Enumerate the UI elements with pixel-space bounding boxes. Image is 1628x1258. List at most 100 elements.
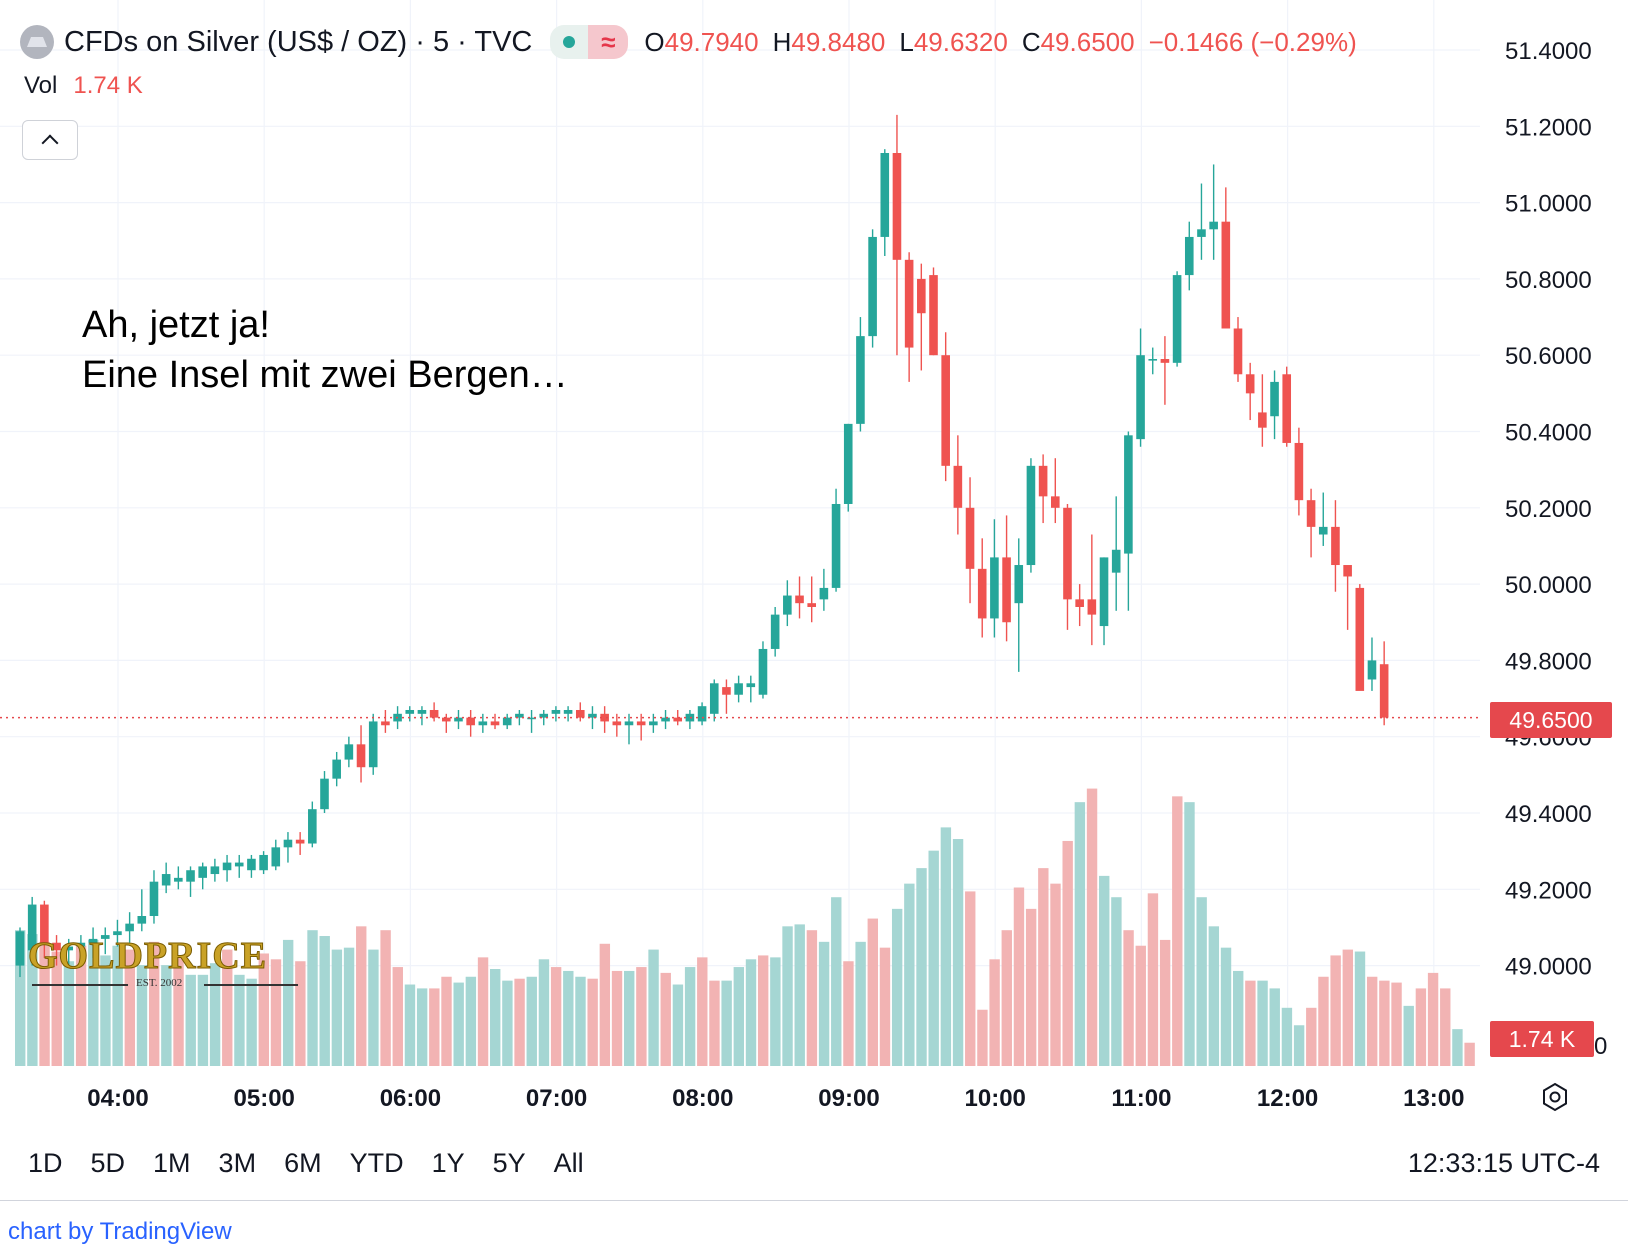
volume-bar — [209, 963, 221, 1066]
volume-bar — [1111, 897, 1122, 1066]
volume-bar — [429, 988, 440, 1066]
volume-bars — [15, 788, 1475, 1066]
candle-body — [76, 942, 86, 947]
candle — [1343, 565, 1352, 630]
tradingview-credit-link[interactable]: chart by TradingView — [8, 1218, 232, 1245]
volume-bar — [1440, 988, 1451, 1066]
candle-body — [612, 721, 622, 726]
volume-bar — [1330, 955, 1341, 1066]
candle-body — [1233, 328, 1243, 375]
candle-body — [1075, 599, 1084, 607]
volume-bar — [1342, 949, 1354, 1066]
candle — [1221, 187, 1231, 329]
candle-body — [539, 713, 549, 718]
candle — [381, 709, 390, 733]
volume-bar — [161, 965, 172, 1066]
volume-bar — [319, 936, 330, 1066]
candle — [977, 538, 987, 638]
volume-bar — [1366, 976, 1378, 1066]
candle — [746, 675, 756, 703]
volume-bar — [185, 974, 196, 1066]
price-tick-label: 50.6000 — [1505, 343, 1592, 370]
candle — [320, 771, 329, 813]
volume-bar — [891, 908, 903, 1066]
volume-bar — [904, 883, 915, 1066]
watermark-rule-right — [204, 984, 298, 986]
range-5d[interactable]: 5D — [90, 1148, 126, 1178]
candle-body — [149, 881, 159, 917]
candle-body — [527, 717, 536, 720]
candle-body — [856, 336, 865, 424]
candle — [1355, 584, 1365, 691]
settings-icon[interactable] — [1540, 1082, 1570, 1112]
candle-body — [929, 275, 938, 356]
candle — [953, 435, 963, 535]
candle — [685, 709, 695, 730]
low-label: L — [899, 26, 914, 57]
range-6m[interactable]: 6M — [284, 1148, 322, 1178]
volume-bar — [818, 941, 830, 1066]
time-tick-label: 10:00 — [965, 1085, 1026, 1112]
candle-body — [1270, 381, 1279, 417]
candle — [1379, 641, 1389, 726]
candle — [234, 854, 244, 878]
candle-body — [113, 931, 122, 936]
volume-bar — [636, 967, 647, 1066]
range-ytd[interactable]: YTD — [349, 1148, 404, 1178]
volume-bar — [1318, 976, 1329, 1066]
candle — [137, 889, 147, 932]
volume-bar — [75, 945, 87, 1066]
candle — [1245, 362, 1255, 421]
candle — [1270, 370, 1279, 440]
volume-bar — [867, 918, 878, 1066]
range-5y[interactable]: 5Y — [492, 1148, 526, 1178]
candle-body — [673, 717, 683, 722]
range-1y[interactable]: 1Y — [431, 1148, 465, 1178]
candle — [941, 332, 950, 482]
candle — [15, 927, 25, 978]
market-status[interactable]: ≈ — [550, 25, 629, 59]
volume-bar — [745, 959, 757, 1066]
candle-body — [600, 713, 609, 722]
range-3m[interactable]: 3M — [218, 1148, 257, 1178]
range-all[interactable]: All — [553, 1148, 584, 1178]
candle — [563, 706, 573, 722]
goldprice-watermark-logo: GOLDPRICE EST. 2002 — [28, 934, 304, 996]
candle-body — [624, 721, 634, 726]
volume-bar — [1281, 1007, 1293, 1066]
candle — [1087, 534, 1097, 646]
timezone-clock[interactable]: 12:33:15 UTC-4 — [1407, 1148, 1600, 1178]
candle — [125, 912, 134, 943]
close-label: C — [1021, 26, 1041, 57]
candle-body — [186, 870, 195, 882]
candle-body — [917, 278, 926, 314]
volume-bar — [928, 850, 939, 1066]
range-1m[interactable]: 1M — [153, 1148, 191, 1178]
watermark-brand: GOLDPRICE — [28, 935, 268, 978]
candle — [1051, 458, 1060, 524]
candle — [880, 149, 890, 257]
date-range-selector: 1D 5D 1M 3M 6M YTD 1Y 5Y All — [28, 1148, 612, 1179]
candle-body — [1038, 465, 1048, 497]
candle — [454, 709, 463, 730]
volume-bar — [1001, 930, 1012, 1066]
annotation-line-2: Eine Insel mit zwei Bergen… — [82, 354, 568, 396]
volume-bar — [356, 926, 367, 1066]
range-1d[interactable]: 1D — [28, 1148, 63, 1178]
candle — [1111, 496, 1121, 611]
symbol-title[interactable]: CFDs on Silver (US$ / OZ) · 5 · TVC — [64, 25, 533, 58]
candle-body — [1331, 526, 1340, 566]
volume-bar — [1208, 926, 1220, 1066]
candle-body — [234, 862, 244, 867]
candle-body — [429, 709, 439, 718]
candle — [405, 706, 415, 722]
volume-bar — [1196, 897, 1207, 1066]
candle-body — [1367, 660, 1377, 680]
price-tick-label: 49.4000 — [1505, 801, 1592, 828]
candle — [222, 854, 232, 882]
candle-body — [64, 946, 74, 951]
open-value: 49.7940 — [664, 26, 759, 57]
collapse-legend-button[interactable] — [22, 120, 78, 160]
candle — [1160, 336, 1170, 405]
